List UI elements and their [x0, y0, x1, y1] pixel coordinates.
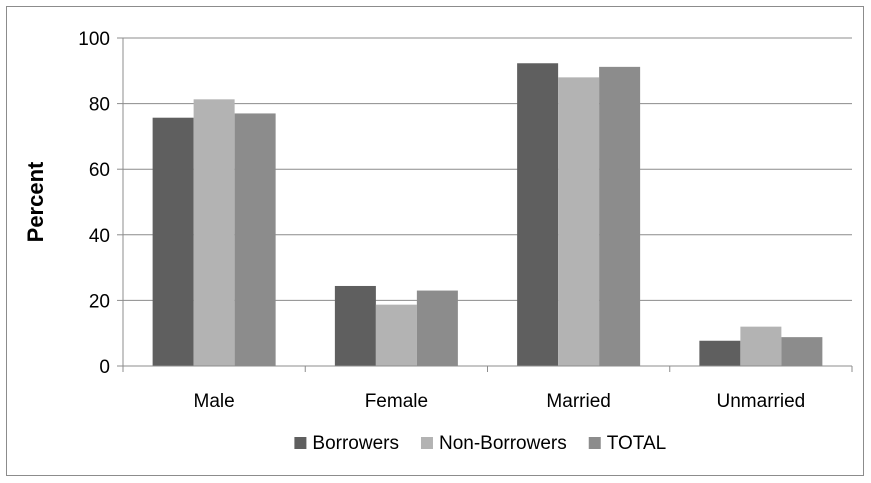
axes — [122, 38, 853, 372]
legend-label: Borrowers — [312, 433, 399, 454]
legend-label: TOTAL — [607, 433, 666, 454]
y-tick-label: 80 — [89, 95, 110, 116]
bar — [517, 63, 559, 366]
legend-swatch — [420, 437, 433, 449]
bar — [740, 326, 782, 366]
legend-swatch — [294, 437, 307, 449]
bar — [234, 113, 276, 366]
y-tick-label: 40 — [89, 226, 110, 247]
x-tick-labels: Male Female Married Unmarried — [194, 391, 806, 412]
y-tick-label: 60 — [89, 160, 110, 181]
chart-frame: 0 20 40 60 80 100 Male Female Married Unmarried … — [6, 6, 864, 476]
bar — [416, 290, 458, 366]
bar — [193, 99, 235, 366]
x-tick-label: Female — [365, 391, 428, 412]
legend-swatch — [588, 437, 601, 449]
x-tick-label: Male — [194, 391, 235, 412]
bar — [558, 77, 600, 367]
bar — [599, 66, 641, 366]
legend: Borrowers Non-Borrowers TOTAL — [294, 433, 666, 454]
bar — [375, 304, 417, 366]
x-tick-label: Unmarried — [717, 391, 806, 412]
y-tick-label: 20 — [89, 291, 110, 312]
bar — [699, 340, 741, 366]
x-tick-label: Married — [546, 391, 610, 412]
bar — [781, 337, 823, 366]
bar — [152, 117, 194, 366]
y-tick-label: 100 — [78, 29, 110, 50]
y-tick-labels: 0 20 40 60 80 100 — [78, 29, 110, 378]
bars — [152, 63, 823, 367]
bar — [334, 285, 376, 366]
y-tick-label: 0 — [99, 357, 110, 378]
y-axis-label: Percent — [23, 161, 48, 242]
legend-label: Non-Borrowers — [439, 433, 567, 454]
